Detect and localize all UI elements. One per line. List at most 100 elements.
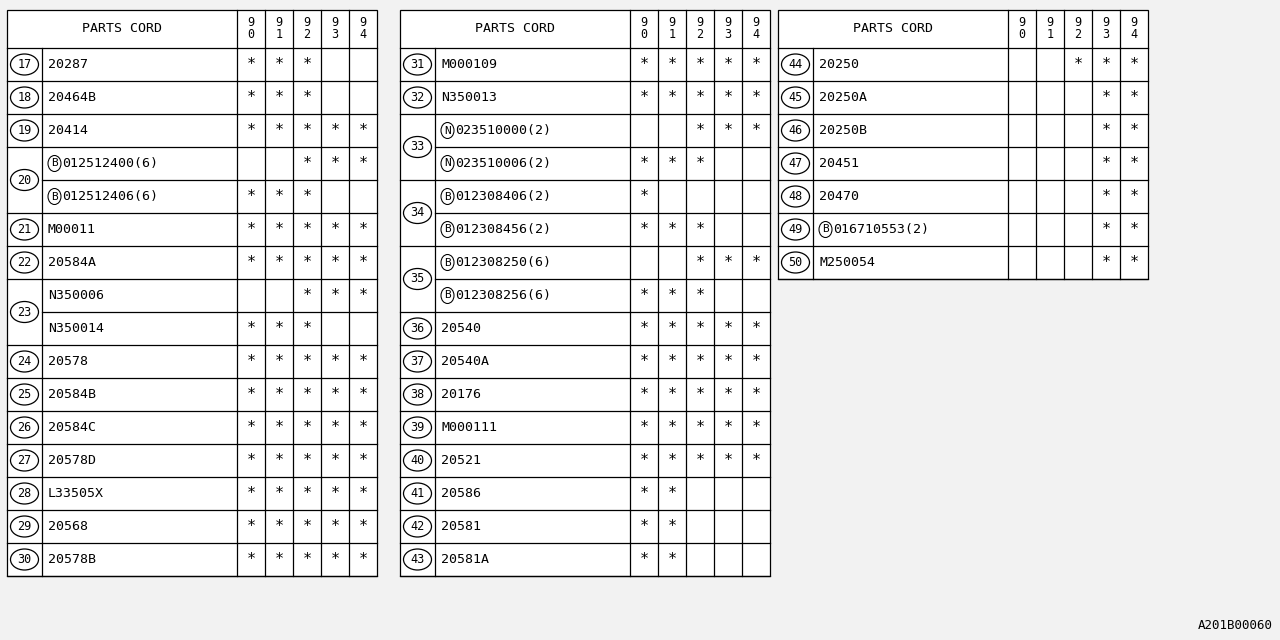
Text: N350006: N350006 [49, 289, 104, 302]
Text: *: * [247, 387, 256, 402]
Text: *: * [247, 57, 256, 72]
Text: 20581: 20581 [442, 520, 481, 533]
Ellipse shape [403, 549, 431, 570]
Text: N: N [444, 125, 451, 136]
Text: *: * [667, 90, 677, 105]
Text: 0: 0 [247, 29, 255, 42]
Text: 3: 3 [1102, 29, 1110, 42]
Ellipse shape [782, 153, 809, 174]
Text: *: * [1129, 90, 1139, 105]
Text: B: B [444, 191, 451, 202]
Text: *: * [302, 519, 311, 534]
Text: 38: 38 [411, 388, 425, 401]
Text: 0: 0 [640, 29, 648, 42]
Text: 20451: 20451 [819, 157, 859, 170]
Text: 0: 0 [1019, 29, 1025, 42]
Text: 39: 39 [411, 421, 425, 434]
Text: *: * [274, 255, 284, 270]
Text: *: * [640, 552, 649, 567]
Text: *: * [302, 552, 311, 567]
Text: *: * [274, 420, 284, 435]
Ellipse shape [10, 120, 38, 141]
Text: 4: 4 [1130, 29, 1138, 42]
Text: *: * [358, 519, 367, 534]
Text: *: * [1101, 255, 1111, 270]
Text: 012308456(2): 012308456(2) [454, 223, 550, 236]
Text: 1: 1 [1047, 29, 1053, 42]
Text: 32: 32 [411, 91, 425, 104]
Bar [6, 10, 378, 576]
Text: *: * [1129, 57, 1139, 72]
Text: PARTS CORD: PARTS CORD [475, 22, 556, 35]
Text: *: * [695, 57, 704, 72]
Ellipse shape [442, 189, 454, 205]
Ellipse shape [442, 255, 454, 271]
Text: *: * [667, 354, 677, 369]
Text: 20414: 20414 [49, 124, 88, 137]
Text: 20250B: 20250B [819, 124, 867, 137]
Text: *: * [667, 57, 677, 72]
Text: *: * [330, 288, 339, 303]
Text: *: * [358, 288, 367, 303]
Ellipse shape [782, 120, 809, 141]
Text: *: * [1101, 222, 1111, 237]
Text: 1: 1 [668, 29, 676, 42]
Text: 9: 9 [303, 17, 311, 29]
Text: B: B [444, 225, 451, 234]
Text: 20578D: 20578D [49, 454, 96, 467]
Text: 33: 33 [411, 141, 425, 154]
Text: *: * [1129, 222, 1139, 237]
Text: *: * [751, 387, 760, 402]
Text: *: * [358, 453, 367, 468]
Text: *: * [723, 57, 732, 72]
Text: N350013: N350013 [442, 91, 497, 104]
Text: *: * [667, 552, 677, 567]
Text: 20581A: 20581A [442, 553, 489, 566]
Text: *: * [640, 453, 649, 468]
Text: *: * [302, 420, 311, 435]
Ellipse shape [10, 549, 38, 570]
Ellipse shape [819, 221, 832, 237]
Text: 26: 26 [18, 421, 32, 434]
Text: *: * [330, 552, 339, 567]
Text: *: * [723, 354, 732, 369]
Text: *: * [302, 321, 311, 336]
Text: *: * [640, 321, 649, 336]
Ellipse shape [10, 450, 38, 471]
Text: 19: 19 [18, 124, 32, 137]
Text: *: * [640, 189, 649, 204]
Ellipse shape [10, 219, 38, 240]
Text: *: * [1129, 123, 1139, 138]
Text: *: * [274, 453, 284, 468]
Text: 9: 9 [1074, 17, 1082, 29]
Text: *: * [247, 552, 256, 567]
Text: 40: 40 [411, 454, 425, 467]
Text: 012308250(6): 012308250(6) [454, 256, 550, 269]
Text: 9: 9 [696, 17, 704, 29]
Text: *: * [667, 453, 677, 468]
Text: *: * [1101, 189, 1111, 204]
Text: *: * [751, 453, 760, 468]
Text: *: * [358, 123, 367, 138]
Text: 18: 18 [18, 91, 32, 104]
Text: 20250: 20250 [819, 58, 859, 71]
Text: *: * [358, 486, 367, 501]
Text: *: * [247, 519, 256, 534]
Text: B: B [822, 225, 829, 234]
Text: *: * [723, 90, 732, 105]
Text: *: * [1101, 123, 1111, 138]
Text: *: * [274, 90, 284, 105]
Text: 2: 2 [1074, 29, 1082, 42]
Text: *: * [302, 387, 311, 402]
Ellipse shape [442, 156, 454, 172]
Ellipse shape [10, 54, 38, 75]
Text: *: * [330, 255, 339, 270]
Text: *: * [274, 486, 284, 501]
Text: 43: 43 [411, 553, 425, 566]
Text: *: * [247, 90, 256, 105]
Text: 20: 20 [18, 173, 32, 186]
Text: *: * [330, 123, 339, 138]
Ellipse shape [442, 287, 454, 303]
Ellipse shape [10, 170, 38, 191]
Text: *: * [274, 354, 284, 369]
